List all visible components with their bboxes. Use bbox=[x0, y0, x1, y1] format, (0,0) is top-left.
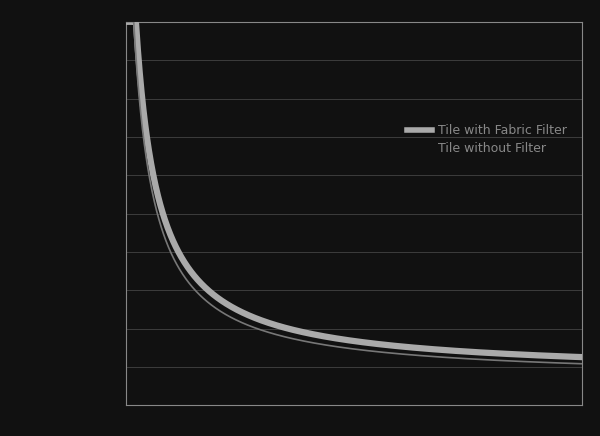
Legend: Tile with Fabric Filter, Tile without Filter: Tile with Fabric Filter, Tile without Fi… bbox=[407, 124, 566, 155]
